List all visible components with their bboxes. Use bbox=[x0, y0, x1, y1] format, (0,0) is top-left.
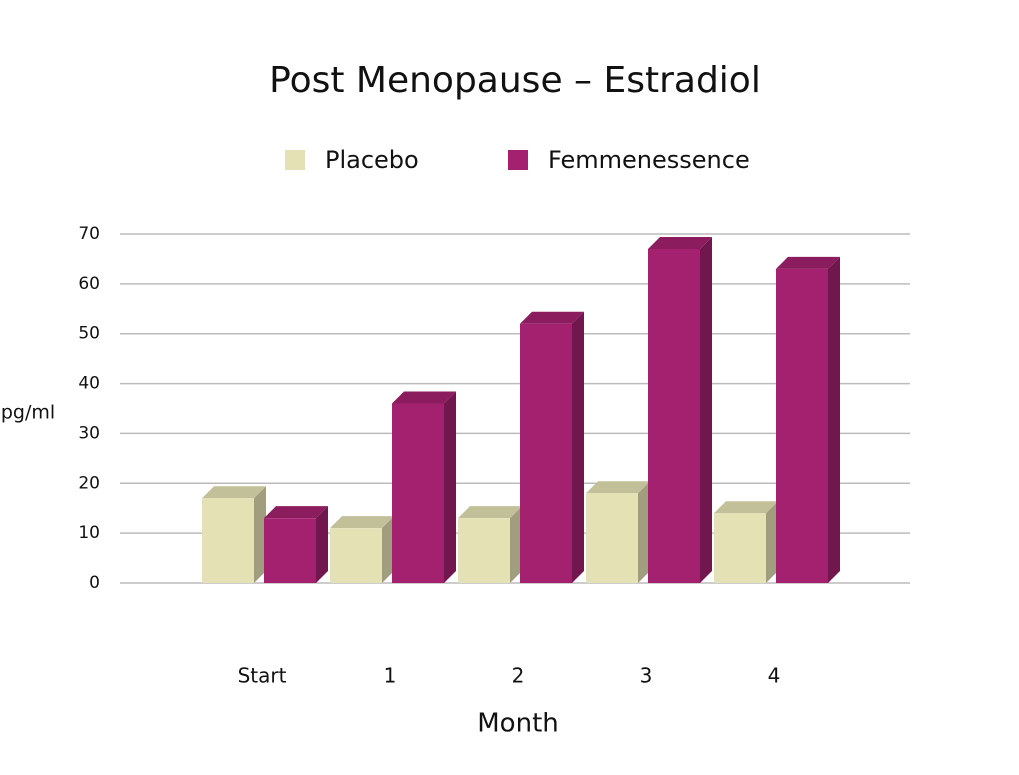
bar-top bbox=[392, 391, 456, 404]
y-tick-label: 20 bbox=[78, 473, 100, 493]
bar bbox=[392, 403, 444, 583]
x-axis-label: Month bbox=[477, 709, 559, 739]
bar bbox=[520, 323, 572, 583]
x-tick-label: 3 bbox=[640, 664, 653, 688]
bar-top bbox=[776, 256, 840, 269]
x-tick-label: 4 bbox=[768, 664, 781, 688]
y-tick-label: 0 bbox=[89, 573, 100, 593]
bar-side bbox=[316, 506, 328, 583]
x-tick-label: 1 bbox=[384, 664, 397, 688]
y-tick-label: 50 bbox=[78, 324, 100, 344]
bar-side bbox=[572, 311, 584, 583]
chart-title: Post Menopause – Estradiol bbox=[269, 60, 761, 101]
bar-top bbox=[520, 311, 584, 324]
legend-label: Femmenessence bbox=[548, 146, 750, 174]
x-tick-label: 2 bbox=[512, 664, 525, 688]
bar-side bbox=[444, 391, 456, 583]
bar-side bbox=[828, 256, 840, 583]
bar-side bbox=[766, 501, 778, 583]
bar bbox=[776, 268, 828, 583]
y-tick-label: 40 bbox=[78, 374, 100, 394]
legend-label: Placebo bbox=[325, 146, 419, 174]
bar-top bbox=[586, 481, 650, 494]
bar-top bbox=[458, 506, 522, 519]
bar-top bbox=[648, 236, 712, 249]
y-tick-label: 30 bbox=[78, 423, 100, 443]
legend-swatch bbox=[508, 150, 528, 170]
bar bbox=[330, 528, 382, 583]
y-axis-label: pg/ml bbox=[1, 402, 55, 424]
bar-side bbox=[638, 481, 650, 583]
bar-top bbox=[264, 506, 328, 519]
bar-side bbox=[254, 486, 266, 583]
bar bbox=[458, 518, 510, 583]
bar bbox=[264, 518, 316, 583]
y-tick-label: 70 bbox=[78, 224, 100, 244]
bar-side bbox=[510, 506, 522, 583]
y-tick-label: 60 bbox=[78, 274, 100, 294]
bar bbox=[202, 498, 254, 583]
bar-top bbox=[202, 486, 266, 499]
bar bbox=[648, 248, 700, 583]
x-tick-label: Start bbox=[238, 664, 287, 688]
bar-side bbox=[700, 236, 712, 583]
bar-top bbox=[330, 516, 394, 529]
bar bbox=[586, 493, 638, 583]
bar-side bbox=[382, 516, 394, 583]
bar-top bbox=[714, 501, 778, 514]
y-tick-label: 10 bbox=[78, 523, 100, 543]
legend-swatch bbox=[285, 150, 305, 170]
bar bbox=[714, 513, 766, 583]
